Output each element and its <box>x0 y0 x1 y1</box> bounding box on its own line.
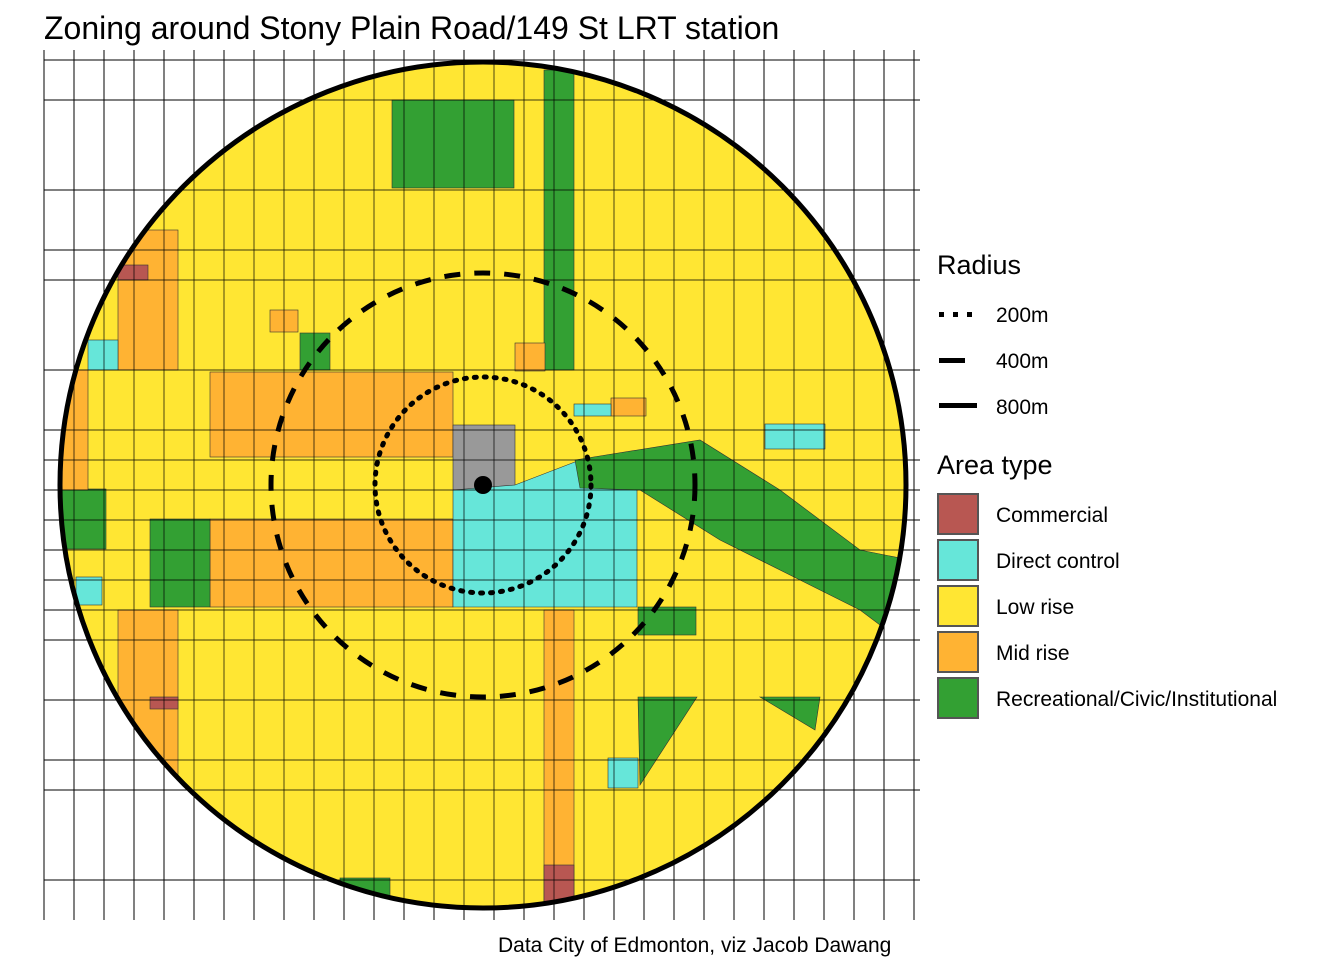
legend-radius-200: 200m <box>996 304 1049 327</box>
legend-dashed-line <box>939 358 965 363</box>
legend-area-title: Area type <box>937 450 1053 480</box>
legend-direct-control: Direct control <box>996 550 1120 573</box>
legend-recreational: Recreational/Civic/Institutional <box>996 688 1278 711</box>
ring-400m <box>268 270 698 700</box>
legend-swatch-direct-control <box>937 539 979 581</box>
caption: Data City of Edmonton, viz Jacob Dawang <box>498 934 892 957</box>
legend-radius-400: 400m <box>996 350 1049 373</box>
legend-mid-rise: Mid rise <box>996 642 1070 665</box>
legend-commercial: Commercial <box>996 504 1109 527</box>
radius-rings <box>57 59 909 911</box>
legend-low-rise: Low rise <box>996 596 1075 619</box>
legend-swatch-mid-rise <box>937 631 979 673</box>
ring-200m <box>372 374 594 596</box>
map-title: Zoning around Stony Plain Road/149 St LR… <box>44 10 780 46</box>
ring-800m <box>57 59 909 911</box>
zones <box>60 62 906 908</box>
parcel-lines <box>60 62 906 908</box>
lrt-station-marker <box>474 476 492 494</box>
legend-radius-title: Radius <box>937 250 1022 280</box>
legend-swatch-commercial <box>937 493 979 535</box>
legend-swatch-recreational <box>937 677 979 719</box>
legend-solid-line <box>939 403 977 408</box>
legend-radius-800: 800m <box>996 396 1049 419</box>
legend-dotted-line <box>939 312 977 317</box>
legend-swatch-low-rise <box>937 585 979 627</box>
